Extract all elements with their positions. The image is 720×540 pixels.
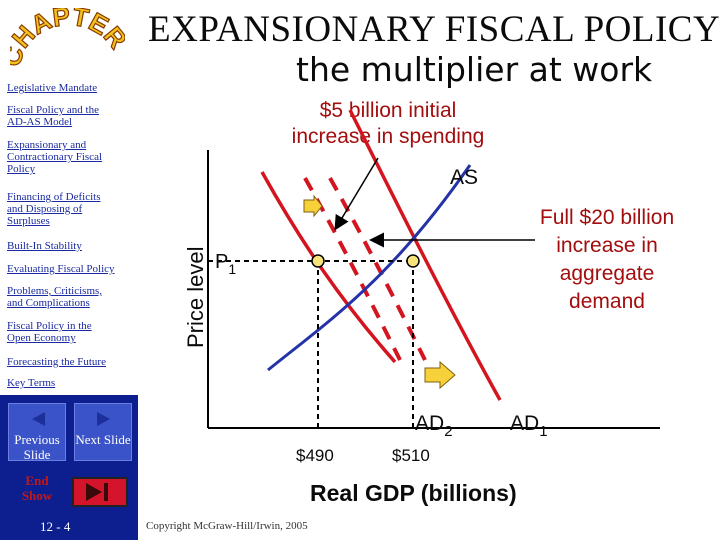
end-show-button[interactable] — [72, 477, 128, 507]
x-tick-510: $510 — [392, 446, 430, 465]
triangle-left-icon — [32, 412, 45, 426]
nav-expansionary-contractionary[interactable]: Expansionary and Contractionary Fiscal P… — [7, 139, 102, 175]
nav-key-terms[interactable]: Key Terms — [7, 377, 56, 389]
y-axis-label: Price level — [183, 247, 208, 348]
ad2-label-main: AD — [415, 412, 444, 435]
next-slide-button[interactable]: Next Slide — [74, 403, 132, 461]
annotation-line: Full $20 billion — [539, 206, 675, 229]
chapter-logo: CHAPTER — [10, 8, 125, 70]
ad1-label-main: AD — [510, 412, 539, 435]
nav-financing-deficits[interactable]: Financing of Deficits and Disposing of S… — [7, 191, 100, 227]
previous-slide-button[interactable]: Previous Slide — [8, 403, 66, 462]
ad1-label-sub: 1 — [539, 423, 547, 440]
nav-line: Open Economy — [7, 332, 76, 344]
nav-legislative-mandate[interactable]: Legislative Mandate — [7, 82, 98, 94]
p1-label-main: P — [215, 251, 228, 273]
p1-label-sub: 1 — [228, 261, 236, 277]
nav-open-economy[interactable]: Fiscal Policy in the Open Economy — [7, 320, 92, 344]
nav-line: Policy — [7, 163, 36, 175]
sidebar: CHAPTER Legislative Mandate Fiscal Polic… — [0, 0, 138, 540]
end-show-label: End Show — [21, 473, 53, 503]
nav-line: and Complications — [7, 297, 90, 309]
p1-label: P1 — [215, 251, 236, 277]
previous-slide-label: Previous Slide — [14, 432, 60, 462]
initial-spending-arrow — [334, 157, 379, 231]
nav-line: AD-AS Model — [7, 116, 73, 128]
small-shift-arrow-icon — [303, 194, 323, 218]
slide-subtitle: the multiplier at work — [296, 50, 653, 89]
ad2-label: AD2 — [415, 412, 453, 440]
page-number: 12 - 4 — [40, 519, 71, 534]
nav-line: and Disposing of — [7, 203, 83, 215]
equilibrium-point-new — [406, 254, 420, 268]
triangle-right-icon — [97, 412, 110, 426]
large-shift-arrow-icon — [424, 360, 456, 390]
nav-forecasting-future[interactable]: Forecasting the Future — [7, 356, 106, 368]
nav-line: Expansionary and — [7, 139, 87, 151]
nav-built-in-stability[interactable]: Built-In Stability — [7, 240, 82, 252]
annotation-line: aggregate — [559, 262, 655, 285]
equilibrium-point-initial — [311, 254, 325, 268]
nav-line: Surpluses — [7, 215, 50, 227]
annotation-line: increase in spending — [291, 125, 485, 148]
as-curve — [267, 164, 472, 372]
annotation-line: increase in — [556, 234, 658, 257]
full-increase-annotation: Full $20 billion increase in aggregate d… — [532, 204, 682, 316]
nav-line: Contractionary Fiscal — [7, 151, 103, 163]
ad2-curve — [348, 109, 502, 401]
ad1-label: AD1 — [510, 412, 548, 440]
nav-fiscal-policy-ad-as[interactable]: Fiscal Policy and the AD-AS Model — [7, 104, 99, 128]
nav-evaluating-fiscal-policy[interactable]: Evaluating Fiscal Policy — [7, 263, 115, 275]
ad2-label-sub: 2 — [444, 423, 452, 440]
next-slide-label: Next Slide — [75, 432, 131, 447]
nav-problems-criticisms[interactable]: Problems, Criticisms, and Complications — [7, 285, 102, 309]
end-icon — [86, 483, 108, 501]
annotation-line: demand — [569, 290, 645, 313]
x-axis-label: Real GDP (billions) — [310, 480, 517, 506]
copyright-text: Copyright McGraw-Hill/Irwin, 2005 — [146, 520, 308, 532]
nav-line: Fiscal Policy in the — [7, 320, 92, 332]
navigation-panel: Previous Slide Next Slide End Show 12 - … — [0, 395, 138, 540]
x-tick-490: $490 — [296, 446, 334, 465]
nav-line: Financing of Deficits — [7, 191, 101, 203]
ad1-curve — [260, 171, 397, 364]
slide-title: EXPANSIONARY FISCAL POLICY — [148, 9, 720, 50]
nav-line: Problems, Criticisms, — [7, 285, 103, 297]
nav-line: Fiscal Policy and the — [7, 104, 99, 116]
ad-intermediate-curve — [328, 177, 427, 361]
as-label: AS — [450, 166, 478, 189]
